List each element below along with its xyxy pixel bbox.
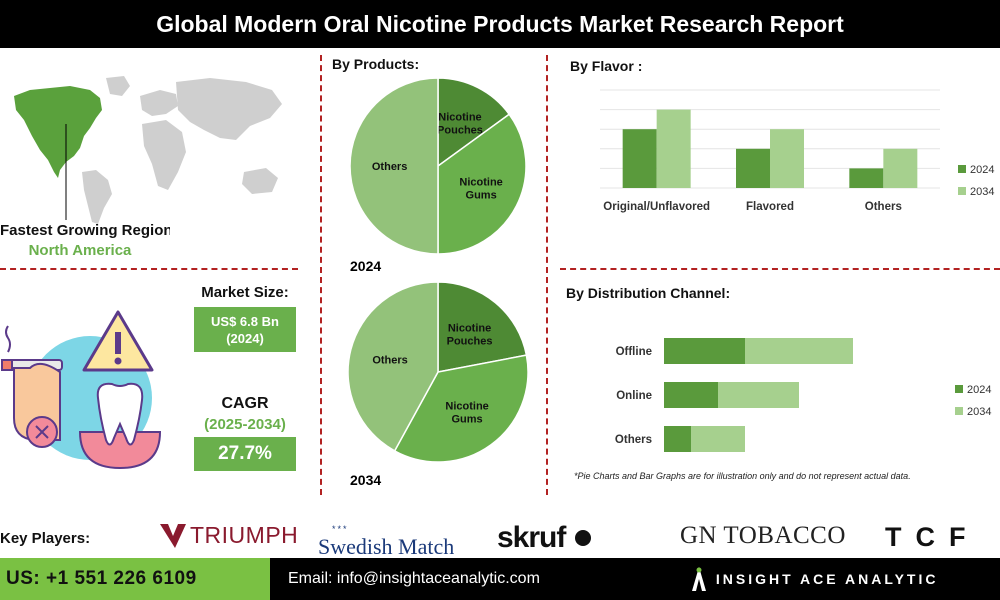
cagr-value: 27.7% bbox=[194, 437, 296, 471]
pie-2024-label-2: Others bbox=[372, 161, 407, 173]
flavor-category-label-0: Original/Unflavored bbox=[603, 201, 710, 213]
region-value: North America bbox=[28, 242, 132, 259]
divider-right bbox=[546, 55, 548, 495]
swedish-match-stars: *** bbox=[332, 524, 349, 534]
products-pies: Nicotine Pouches Nicotine Gums Others Nicoti… bbox=[347, 77, 529, 485]
flavor-bar-2024-0 bbox=[622, 129, 657, 188]
north-america-shape bbox=[14, 86, 102, 178]
distribution-legend-swatch-2024 bbox=[955, 385, 963, 393]
key-players-label: Key Players: bbox=[0, 530, 91, 547]
pie-2024-slice-2 bbox=[349, 77, 439, 255]
flavor-section-title: By Flavor : bbox=[570, 58, 643, 74]
footer-phone-box: US: +1 551 226 6109 bbox=[0, 558, 270, 600]
region-label: Fastest Growing Region: bbox=[0, 222, 170, 239]
market-size-value: US$ 6.8 Bn bbox=[211, 313, 279, 329]
pie-2034-label-2: Others bbox=[372, 355, 407, 367]
products-section-title: By Products: bbox=[332, 56, 420, 72]
logo-triumph: TRIUMPH bbox=[158, 520, 298, 550]
pie-2024-slice-0 bbox=[437, 77, 511, 168]
footer-phone[interactable]: US: +1 551 226 6109 bbox=[6, 568, 197, 589]
pie-2024-year: 2024 bbox=[350, 258, 381, 274]
distribution-bar-2024-2 bbox=[664, 426, 691, 452]
flavor-legend-swatch-2034 bbox=[958, 187, 966, 195]
page-title: Global Modern Oral Nicotine Products Mar… bbox=[0, 0, 1000, 48]
footer-brand: INSIGHT ACE ANALYTIC bbox=[715, 571, 939, 587]
distribution-legend-label-2024: 2024 bbox=[967, 384, 991, 396]
flavor-bar-2034-0 bbox=[656, 109, 691, 188]
pie-2024-label-0: Nicotine Pouches bbox=[437, 111, 483, 136]
pie-2034-slice-2 bbox=[347, 281, 439, 452]
flavor-bar-chart: Original/Unflavored Flavored Others 2024 203… bbox=[600, 89, 994, 213]
flavor-legend-label-2034: 2034 bbox=[970, 186, 994, 198]
flavor-legend-label-2024: 2024 bbox=[970, 164, 994, 176]
flavor-bar-2024-1 bbox=[736, 148, 770, 188]
market-size-label: Market Size: bbox=[201, 284, 289, 301]
distribution-legend-label-2034: 2034 bbox=[967, 406, 991, 418]
pie-2034-label-1: Nicotine Gums bbox=[445, 401, 488, 426]
triumph-logo-icon bbox=[160, 524, 186, 548]
distribution-bar-2024-0 bbox=[664, 338, 745, 364]
insight-ace-logo-icon bbox=[691, 567, 706, 591]
logo-gn-tobacco: GN TOBACCO bbox=[680, 522, 846, 549]
divider-right-h bbox=[560, 268, 1000, 270]
logo-swedish-match: *** Swedish Match bbox=[318, 524, 455, 559]
distribution-bar-chart: Offline Online Others 2024 2034 bbox=[615, 338, 991, 452]
pie-2034-year: 2034 bbox=[350, 472, 381, 485]
footer-black-bar: Email: info@insightaceanalytic.com INSIG… bbox=[270, 558, 1000, 600]
world-map bbox=[14, 76, 282, 224]
pie-2024-slice-1 bbox=[437, 113, 527, 255]
distribution-bar-2024-1 bbox=[664, 382, 718, 408]
pie-2024-label-1: Nicotine Gums bbox=[459, 176, 502, 201]
logo-tcf: TCF bbox=[885, 522, 980, 552]
pie-2034-slice-1 bbox=[393, 354, 529, 463]
market-size-year: (2024) bbox=[226, 330, 264, 346]
health-warning-illustration bbox=[1, 310, 162, 470]
flavor-bar-2034-2 bbox=[883, 148, 918, 188]
disclaimer-text: *Pie Charts and Bar Graphs are for illus… bbox=[574, 471, 911, 481]
distribution-section-title: By Distribution Channel: bbox=[566, 285, 731, 301]
distribution-bar-2034-0 bbox=[745, 338, 853, 364]
cagr-period: (2025-2034) bbox=[204, 416, 286, 433]
pie-2034-label-0: Nicotine Pouches bbox=[447, 322, 493, 347]
flavor-legend-swatch-2024 bbox=[958, 165, 966, 173]
skruf-dot-icon bbox=[575, 530, 592, 546]
distribution-bar-2034-2 bbox=[691, 426, 745, 452]
cagr-label: CAGR bbox=[221, 395, 269, 412]
distribution-category-label-0: Offline bbox=[616, 346, 652, 358]
divider-left-h bbox=[0, 268, 298, 270]
distribution-legend-swatch-2034 bbox=[955, 407, 963, 415]
flavor-category-label-1: Flavored bbox=[746, 201, 794, 213]
divider-left bbox=[320, 55, 322, 495]
market-size-box: US$ 6.8 Bn (2024) bbox=[194, 307, 296, 352]
logo-skruf: skruf bbox=[497, 521, 592, 555]
distribution-category-label-2: Others bbox=[615, 434, 652, 446]
pie-2034-slice-0 bbox=[437, 281, 528, 373]
flavor-category-label-2: Others bbox=[865, 201, 902, 213]
footer-email[interactable]: Email: info@insightaceanalytic.com bbox=[288, 570, 540, 587]
distribution-category-label-1: Online bbox=[616, 390, 652, 402]
flavor-bar-2024-2 bbox=[849, 168, 884, 188]
flavor-bar-2034-1 bbox=[770, 129, 804, 188]
distribution-bar-2034-1 bbox=[718, 382, 799, 408]
